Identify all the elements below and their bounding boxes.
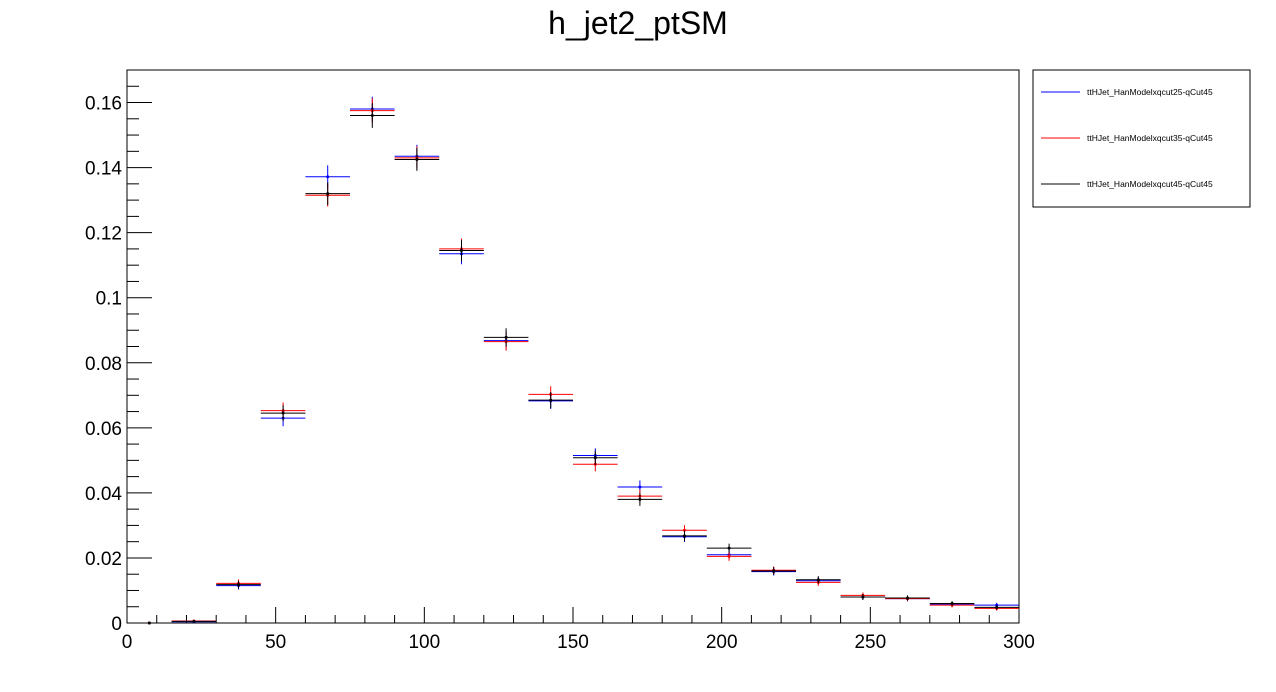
y-tick-label: 0.1 bbox=[96, 289, 122, 310]
x-tick-label: 300 bbox=[1003, 632, 1035, 653]
data-point bbox=[638, 485, 642, 489]
y-tick-label: 0.14 bbox=[85, 159, 122, 180]
data-point bbox=[147, 621, 151, 625]
x-tick-label: 250 bbox=[854, 632, 886, 653]
tick-labels: 0 50 100 150 200 250 300 0 0.02 0.04 0.06 0.08 0.1 0.… bbox=[85, 94, 1035, 653]
data-point bbox=[683, 534, 686, 538]
data-point bbox=[593, 456, 597, 460]
axis-ticks bbox=[126, 69, 1020, 624]
y-tick-label: 0.04 bbox=[85, 484, 122, 505]
y-tick-label: 0.12 bbox=[85, 224, 122, 245]
data-point bbox=[326, 175, 330, 179]
data-point bbox=[906, 596, 909, 600]
series-layer bbox=[127, 96, 1019, 625]
data-point bbox=[237, 583, 240, 587]
data-point bbox=[683, 528, 686, 532]
data-point bbox=[192, 619, 196, 623]
legend-label-2: ttHJet_HanModelxqcut35-qCut45 bbox=[1087, 133, 1213, 143]
data-point bbox=[816, 578, 820, 582]
x-tick-label: 200 bbox=[706, 632, 738, 653]
data-point bbox=[504, 335, 508, 339]
chart-title: h_jet2_ptSM bbox=[548, 5, 728, 41]
y-tick-label: 0.08 bbox=[85, 354, 122, 375]
y-tick-label: 0.16 bbox=[85, 94, 122, 115]
series-3 bbox=[127, 103, 1019, 625]
x-tick-label: 100 bbox=[408, 632, 440, 653]
y-tick-label: 0 bbox=[111, 614, 122, 635]
data-point bbox=[727, 554, 731, 558]
data-point bbox=[549, 398, 553, 402]
data-point bbox=[995, 605, 999, 609]
legend-label-3: ttHJet_HanModelxqcut45-qCut45 bbox=[1087, 179, 1213, 189]
data-point bbox=[415, 157, 419, 161]
x-tick-label: 0 bbox=[122, 632, 133, 653]
data-point bbox=[772, 569, 776, 573]
data-point bbox=[281, 411, 285, 415]
data-point bbox=[950, 601, 954, 605]
x-tick-label: 150 bbox=[557, 632, 589, 653]
data-point bbox=[326, 192, 330, 196]
data-point bbox=[861, 595, 865, 599]
y-tick-label: 0.02 bbox=[85, 549, 122, 570]
data-point bbox=[370, 114, 374, 118]
y-tick-label: 0.06 bbox=[85, 419, 122, 440]
legend-label-1: ttHJet_HanModelxqcut25-qCut45 bbox=[1087, 87, 1213, 97]
legend: ttHJet_HanModelxqcut25-qCut45 ttHJet_HanM… bbox=[1032, 69, 1251, 208]
x-tick-label: 50 bbox=[265, 632, 286, 653]
data-point bbox=[460, 249, 463, 253]
data-point bbox=[638, 497, 642, 501]
data-point bbox=[727, 546, 731, 550]
